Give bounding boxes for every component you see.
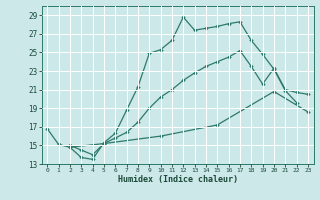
X-axis label: Humidex (Indice chaleur): Humidex (Indice chaleur)	[118, 175, 237, 184]
